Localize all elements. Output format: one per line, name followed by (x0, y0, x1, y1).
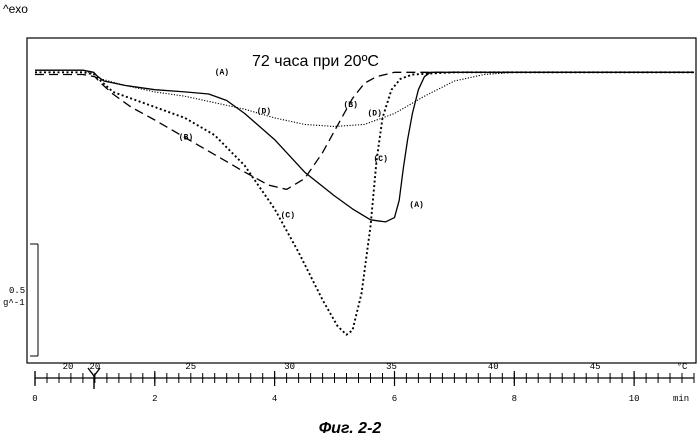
x-axis-temperature-label-5: 35 (386, 362, 397, 372)
x-axis-temperature-label-6: 40 (488, 362, 499, 372)
scale-bar: 0.5 g^-1 (3, 244, 38, 356)
curve-d (35, 70, 694, 126)
x-axis-temperature-label-4: 30 (284, 362, 295, 372)
curve-labels-layer: (A) (A) (B) (B) (C) (C) (D) (D) (179, 69, 424, 221)
x-axis-temperature-label-7: 45 (590, 362, 601, 372)
x-axis-time-unit: min (673, 394, 689, 404)
curves-layer (35, 70, 694, 335)
curve-c (35, 72, 694, 334)
chart-title: 72 часа при 20ºC (252, 53, 379, 70)
curve-label-a-2: (A) (409, 201, 423, 210)
curve-label-d-2: (D) (368, 110, 382, 119)
x-axis-time-tick-label-0: 0 (32, 394, 37, 404)
x-axis-time-ticks: 0 2 4 6 8 10 (32, 371, 639, 404)
curve-a (35, 70, 694, 222)
curve-label-d-1: (D) (257, 108, 271, 117)
x-axis-time-tick-label-8: 8 (512, 394, 517, 404)
x-axis-temperature-label-3: 25 (185, 362, 196, 372)
curve-label-b-2: (B) (344, 101, 358, 110)
x-axis-time-tick-label-2: 2 (152, 394, 157, 404)
x-axis-temperature-label-1: 20 (63, 362, 74, 372)
curve-label-c-2: (C) (374, 155, 388, 164)
x-axis-time-tick-label-10: 10 (629, 394, 640, 404)
x-axis-time-tick-label-6: 6 (392, 394, 397, 404)
exo-direction-label: ^exo (3, 2, 28, 16)
x-axis-time-tick-label-4: 4 (272, 394, 277, 404)
x-axis-temperature-label-8: °C (677, 362, 688, 372)
plot-area: (A) (A) (B) (B) (C) (C) (D) (D) (35, 69, 694, 335)
scale-bar-value: 0.5 (9, 286, 25, 296)
curve-label-a-1: (A) (215, 69, 229, 78)
curve-b (35, 72, 694, 189)
curve-label-c-1: (C) (281, 212, 295, 221)
figure-caption: Фиг. 2-2 (319, 420, 382, 437)
scale-bar-unit: g^-1 (3, 298, 25, 308)
curve-label-b-1: (B) (179, 134, 193, 143)
x-axis: 0246810 20202530354045°C min (32, 362, 694, 404)
